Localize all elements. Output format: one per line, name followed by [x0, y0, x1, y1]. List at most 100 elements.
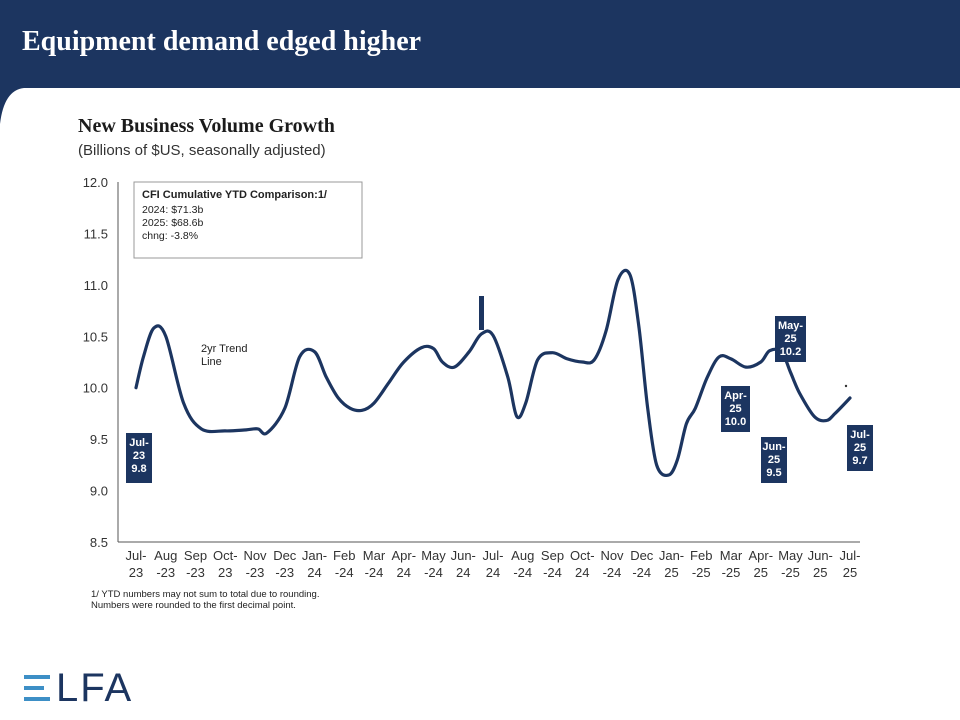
x-tick-label: Nov -24 [600, 548, 624, 580]
callout-label: 9.5 [766, 467, 781, 479]
logo-e-mark-icon [24, 673, 50, 703]
x-tick-label: May -24 [421, 548, 446, 580]
x-tick-label-part: 23 [129, 565, 143, 580]
x-tick-label-part: -25 [692, 565, 711, 580]
x-tick-label-part: Apr- [748, 548, 773, 563]
x-tick-label-part: Jul- [483, 548, 504, 563]
callout-label: 25 [854, 442, 866, 454]
x-tick-label-part: Feb [333, 548, 355, 563]
callout-label: 9.8 [131, 463, 146, 475]
info-box-line: 2025: $68.6b [142, 217, 203, 229]
x-tick-label-part: Nov [600, 548, 624, 563]
x-tick-label: Feb -25 [690, 548, 712, 580]
callout-box [775, 316, 806, 362]
x-tick-label-part: -24 [335, 565, 354, 580]
x-tick-label-part: Sep [541, 548, 564, 563]
x-tick-label-part: Feb [690, 548, 712, 563]
x-tick-label: Oct- 24 [570, 548, 595, 580]
y-tick-label: 9.0 [90, 484, 108, 499]
x-tick-label-part: -24 [603, 565, 622, 580]
x-tick-label-part: Aug [154, 548, 177, 563]
callout-box [126, 433, 152, 483]
callout-label: 23 [133, 450, 145, 462]
x-tick-label-part: 24 [397, 565, 411, 580]
y-tick-label: 12.0 [83, 175, 108, 190]
x-tick-label: Aug -24 [511, 548, 534, 580]
x-tick-label: May -25 [778, 548, 803, 580]
callout-label: Jul- [850, 429, 870, 441]
callout-box [847, 425, 873, 471]
x-tick-label-part: Mar [720, 548, 743, 563]
marker-dot [844, 384, 848, 388]
callout-label: 10.0 [725, 416, 746, 428]
callout-box [721, 386, 750, 432]
x-tick-label-part: -25 [781, 565, 800, 580]
x-tick-label: Nov -23 [243, 548, 267, 580]
x-tick-label-part: 25 [754, 565, 768, 580]
callout-label: 25 [784, 333, 796, 345]
x-tick-label: Jun- 25 [808, 548, 833, 580]
info-box-title: CFI Cumulative YTD Comparison:1/ [142, 189, 327, 201]
x-tick-label-part: Jan- [302, 548, 327, 563]
marker-tick [479, 296, 484, 330]
x-tick-label: Sep -23 [184, 548, 207, 580]
x-tick-label: Apr- 24 [391, 548, 416, 580]
x-tick-label: Dec -23 [273, 548, 297, 580]
x-tick-label-part: Dec [630, 548, 654, 563]
x-tick-label-part: Dec [273, 548, 297, 563]
x-tick-label-part: Nov [243, 548, 267, 563]
x-tick-label-part: Sep [184, 548, 207, 563]
slide-title: Equipment demand edged higher [22, 26, 422, 57]
x-tick-label: Apr- 25 [748, 548, 773, 580]
x-tick-label-part: Apr- [391, 548, 416, 563]
x-tick-label-part: 25 [813, 565, 827, 580]
x-tick-label-part: -24 [513, 565, 532, 580]
x-tick-label-part: -23 [246, 565, 265, 580]
callout-label: 10.2 [780, 346, 801, 358]
x-tick-label-part: 25 [843, 565, 857, 580]
callout-label: 25 [729, 403, 741, 415]
x-tick-label: Jul- 25 [840, 548, 861, 580]
info-box-line: 2024: $71.3b [142, 204, 203, 216]
elfa-logo: LFA [24, 668, 133, 708]
x-tick-label-part: Oct- [570, 548, 595, 563]
callout-label: May- [778, 320, 803, 332]
callout-label: Jun- [762, 441, 786, 453]
y-tick-label: 11.0 [84, 278, 108, 293]
x-tick-label: Feb -24 [333, 548, 355, 580]
x-tick-label-part: 25 [664, 565, 678, 580]
x-tick-label-part: 24 [575, 565, 589, 580]
x-tick-label-part: 23 [218, 565, 232, 580]
footnote-line-1: 1/ YTD numbers may not sum to total due … [91, 589, 320, 600]
x-tick-label-part: 24 [307, 565, 321, 580]
x-tick-label-part: 24 [486, 565, 500, 580]
callout-label: Apr- [724, 390, 747, 402]
x-tick-label-part: May [778, 548, 803, 563]
x-tick-label: Jul- 23 [126, 548, 147, 580]
x-tick-label: Mar -25 [720, 548, 743, 580]
footnote-line-2: Numbers were rounded to the first decima… [91, 600, 296, 611]
header-bar: Equipment demand edged higher [0, 0, 960, 88]
footnote: 1/ YTD numbers may not sum to total due … [91, 589, 319, 611]
x-tick-label-part: -23 [156, 565, 175, 580]
header-curve-decoration [0, 88, 24, 124]
logo-text: LFA [56, 666, 134, 710]
y-tick-label: 9.5 [90, 432, 108, 447]
x-tick-label: Sep -24 [541, 548, 564, 580]
chart-title: New Business Volume Growth [78, 115, 335, 137]
y-tick-label: 8.5 [90, 535, 108, 550]
chart-subtitle: (Billions of $US, seasonally adjusted) [78, 142, 326, 159]
info-box-line: chng: -3.8% [142, 230, 198, 242]
callout-box [761, 437, 787, 483]
y-tick-label: 10.5 [83, 329, 108, 344]
x-tick-label-part: Jul- [126, 548, 147, 563]
x-tick-label-part: Jul- [840, 548, 861, 563]
x-tick-label: Jun- 24 [451, 548, 476, 580]
x-tick-label-part: -24 [543, 565, 562, 580]
callout-label: Jul- [129, 437, 149, 449]
x-tick-label-part: Oct- [213, 548, 238, 563]
y-tick-label: 10.0 [83, 381, 108, 396]
series-line [134, 268, 852, 478]
x-tick-label: Mar -24 [363, 548, 386, 580]
